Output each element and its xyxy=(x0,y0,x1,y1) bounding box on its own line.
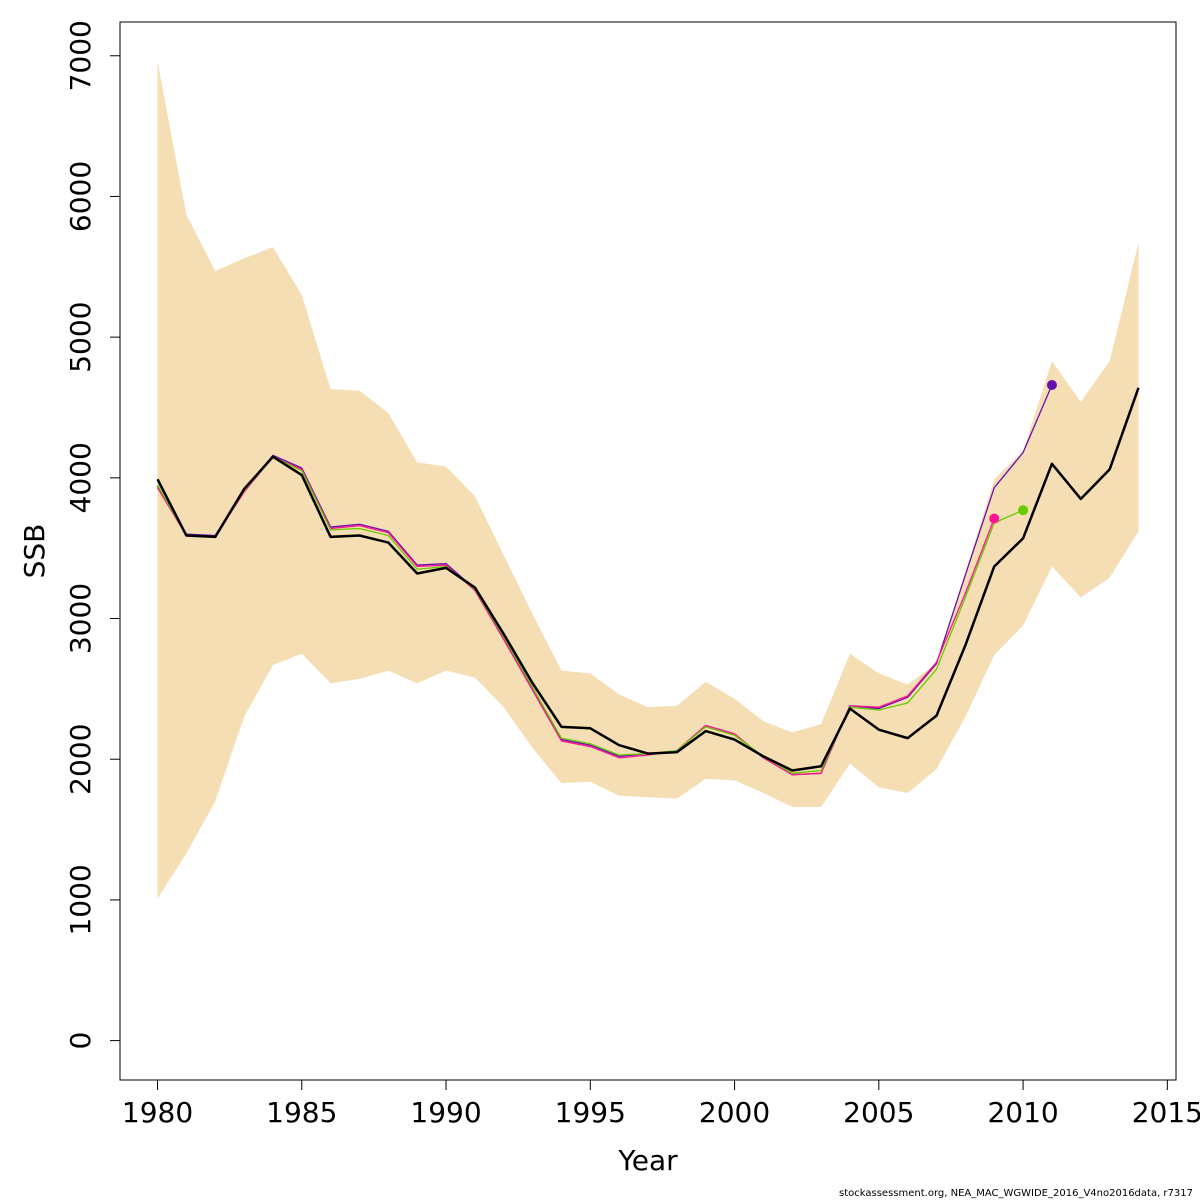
series-lines xyxy=(156,384,1140,776)
x-tick-label: 1995 xyxy=(555,1096,626,1129)
y-tick-label: 4000 xyxy=(64,442,97,513)
series-end-point-4 xyxy=(1018,505,1029,516)
x-tick-label: 2010 xyxy=(987,1096,1058,1129)
x-axis: 1980 1985 1990 1995 2000 2005 2010 2015 xyxy=(122,1079,1200,1129)
y-tick-label: 0 xyxy=(64,1032,97,1050)
confidence-band xyxy=(157,61,1139,899)
x-axis-title: Year xyxy=(617,1144,678,1177)
y-tick-label: 7000 xyxy=(64,20,97,91)
x-tick-label: 2015 xyxy=(1132,1096,1200,1129)
y-axis: 0 1000 2000 3000 4000 5000 6000 7000 xyxy=(64,20,121,1050)
series-line-1 xyxy=(156,387,1140,772)
series-end-point-2 xyxy=(1046,379,1057,390)
series-line-4 xyxy=(156,456,1024,774)
x-tick-label: 1985 xyxy=(266,1096,337,1129)
y-tick-label: 6000 xyxy=(64,161,97,232)
series-end-point-3 xyxy=(989,513,1000,524)
y-tick-label: 1000 xyxy=(64,864,97,935)
y-tick-label: 5000 xyxy=(64,302,97,373)
x-tick-label: 2005 xyxy=(843,1096,914,1129)
x-tick-label: 1980 xyxy=(122,1096,193,1129)
confidence-band-area xyxy=(157,61,1139,899)
y-axis-title: SSB xyxy=(18,524,51,579)
series-line-3 xyxy=(156,456,995,776)
y-tick-label: 3000 xyxy=(64,583,97,654)
y-tick-label: 2000 xyxy=(64,724,97,795)
footer-credit: stockassessment.org, NEA_MAC_WGWIDE_2016… xyxy=(839,1188,1193,1199)
x-tick-label: 1990 xyxy=(410,1096,481,1129)
x-tick-label: 2000 xyxy=(699,1096,770,1129)
series-end-points xyxy=(989,379,1057,524)
